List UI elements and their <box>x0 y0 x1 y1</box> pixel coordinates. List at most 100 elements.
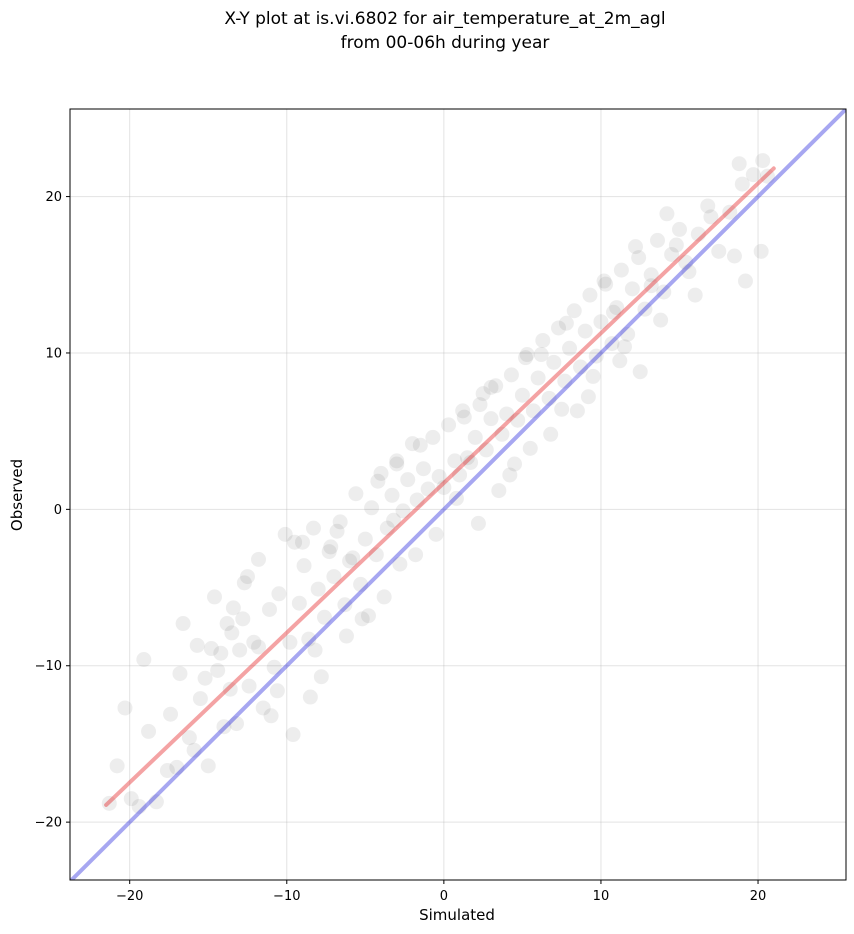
data-point <box>687 287 703 303</box>
data-point <box>101 795 117 811</box>
data-point <box>364 500 380 516</box>
data-point <box>613 262 629 278</box>
data-point <box>420 481 436 497</box>
y-axis-label: Observed <box>8 459 26 531</box>
data-point <box>277 526 293 542</box>
data-point <box>321 544 337 560</box>
data-point <box>200 758 216 774</box>
data-point <box>197 670 213 686</box>
data-point <box>251 551 267 567</box>
data-point <box>632 364 648 380</box>
data-point <box>580 389 596 405</box>
data-point <box>745 167 761 183</box>
data-point <box>617 339 633 355</box>
data-point <box>386 512 402 528</box>
data-point <box>246 634 262 650</box>
data-point <box>452 467 468 483</box>
data-point <box>370 473 386 489</box>
data-point <box>395 503 411 519</box>
data-point <box>668 237 684 253</box>
scatter-points <box>101 153 775 814</box>
data-point <box>302 689 318 705</box>
data-point <box>229 716 245 732</box>
data-point <box>192 691 208 707</box>
data-point <box>700 198 716 214</box>
data-point <box>301 631 317 647</box>
data-point <box>472 397 488 413</box>
data-point <box>219 616 235 632</box>
data-point <box>659 206 675 222</box>
data-point <box>148 794 164 810</box>
data-point <box>569 403 585 419</box>
data-point <box>491 483 507 499</box>
x-tick-label: −20 <box>116 889 143 904</box>
data-point <box>759 168 775 184</box>
data-point <box>643 278 659 294</box>
data-point <box>483 411 499 427</box>
data-point <box>342 553 358 569</box>
data-point <box>269 683 285 699</box>
data-point <box>557 373 573 389</box>
data-point <box>412 437 428 453</box>
data-point <box>316 609 332 625</box>
data-point <box>637 301 653 317</box>
data-point <box>409 492 425 508</box>
data-point <box>598 276 614 292</box>
data-point <box>296 558 312 574</box>
data-point <box>307 642 323 658</box>
data-point <box>225 600 241 616</box>
data-point <box>448 490 464 506</box>
x-tick-label: 20 <box>750 889 767 904</box>
x-tick-label: 0 <box>440 889 448 904</box>
y-tick-label: −20 <box>35 816 62 831</box>
data-point <box>159 763 175 779</box>
data-point <box>123 791 139 807</box>
y-tick-label: 0 <box>54 503 62 518</box>
data-point <box>483 379 499 395</box>
data-point <box>109 758 125 774</box>
data-point <box>488 378 504 394</box>
x-tick-label: 10 <box>593 889 610 904</box>
data-point <box>737 273 753 289</box>
data-point <box>345 550 361 566</box>
data-point <box>282 634 298 650</box>
data-point <box>431 469 447 485</box>
data-point <box>169 759 185 775</box>
data-point <box>400 472 416 488</box>
data-point <box>368 547 384 563</box>
data-point <box>558 315 574 331</box>
data-point <box>753 243 769 259</box>
y-axis-ticks: −20 −10 0 10 20 <box>35 190 70 831</box>
data-point <box>582 287 598 303</box>
data-point <box>329 523 345 539</box>
data-point <box>604 336 620 352</box>
chart-title-line-2: from 00-06h during year <box>341 33 550 53</box>
data-point <box>731 156 747 172</box>
data-point <box>596 273 612 289</box>
data-point <box>518 350 534 366</box>
data-point <box>566 303 582 319</box>
data-point <box>643 267 659 283</box>
data-point <box>447 453 463 469</box>
data-point <box>502 467 518 483</box>
data-point <box>210 662 226 678</box>
data-point <box>392 556 408 572</box>
data-point <box>475 386 491 402</box>
y-tick-label: −10 <box>35 659 62 674</box>
chart-title-line-1: X-Y plot at is.vi.6802 for air_temperatu… <box>224 9 665 29</box>
data-point <box>389 456 405 472</box>
data-point <box>530 370 546 386</box>
data-point <box>734 176 750 192</box>
data-point <box>285 727 301 743</box>
data-point <box>533 347 549 363</box>
data-point <box>519 347 535 363</box>
data-point <box>463 454 479 470</box>
data-point <box>593 314 609 330</box>
data-point <box>456 409 472 425</box>
data-point <box>577 323 593 339</box>
data-point <box>294 534 310 550</box>
data-point <box>546 354 562 370</box>
data-point <box>624 281 640 297</box>
data-point <box>251 639 267 655</box>
